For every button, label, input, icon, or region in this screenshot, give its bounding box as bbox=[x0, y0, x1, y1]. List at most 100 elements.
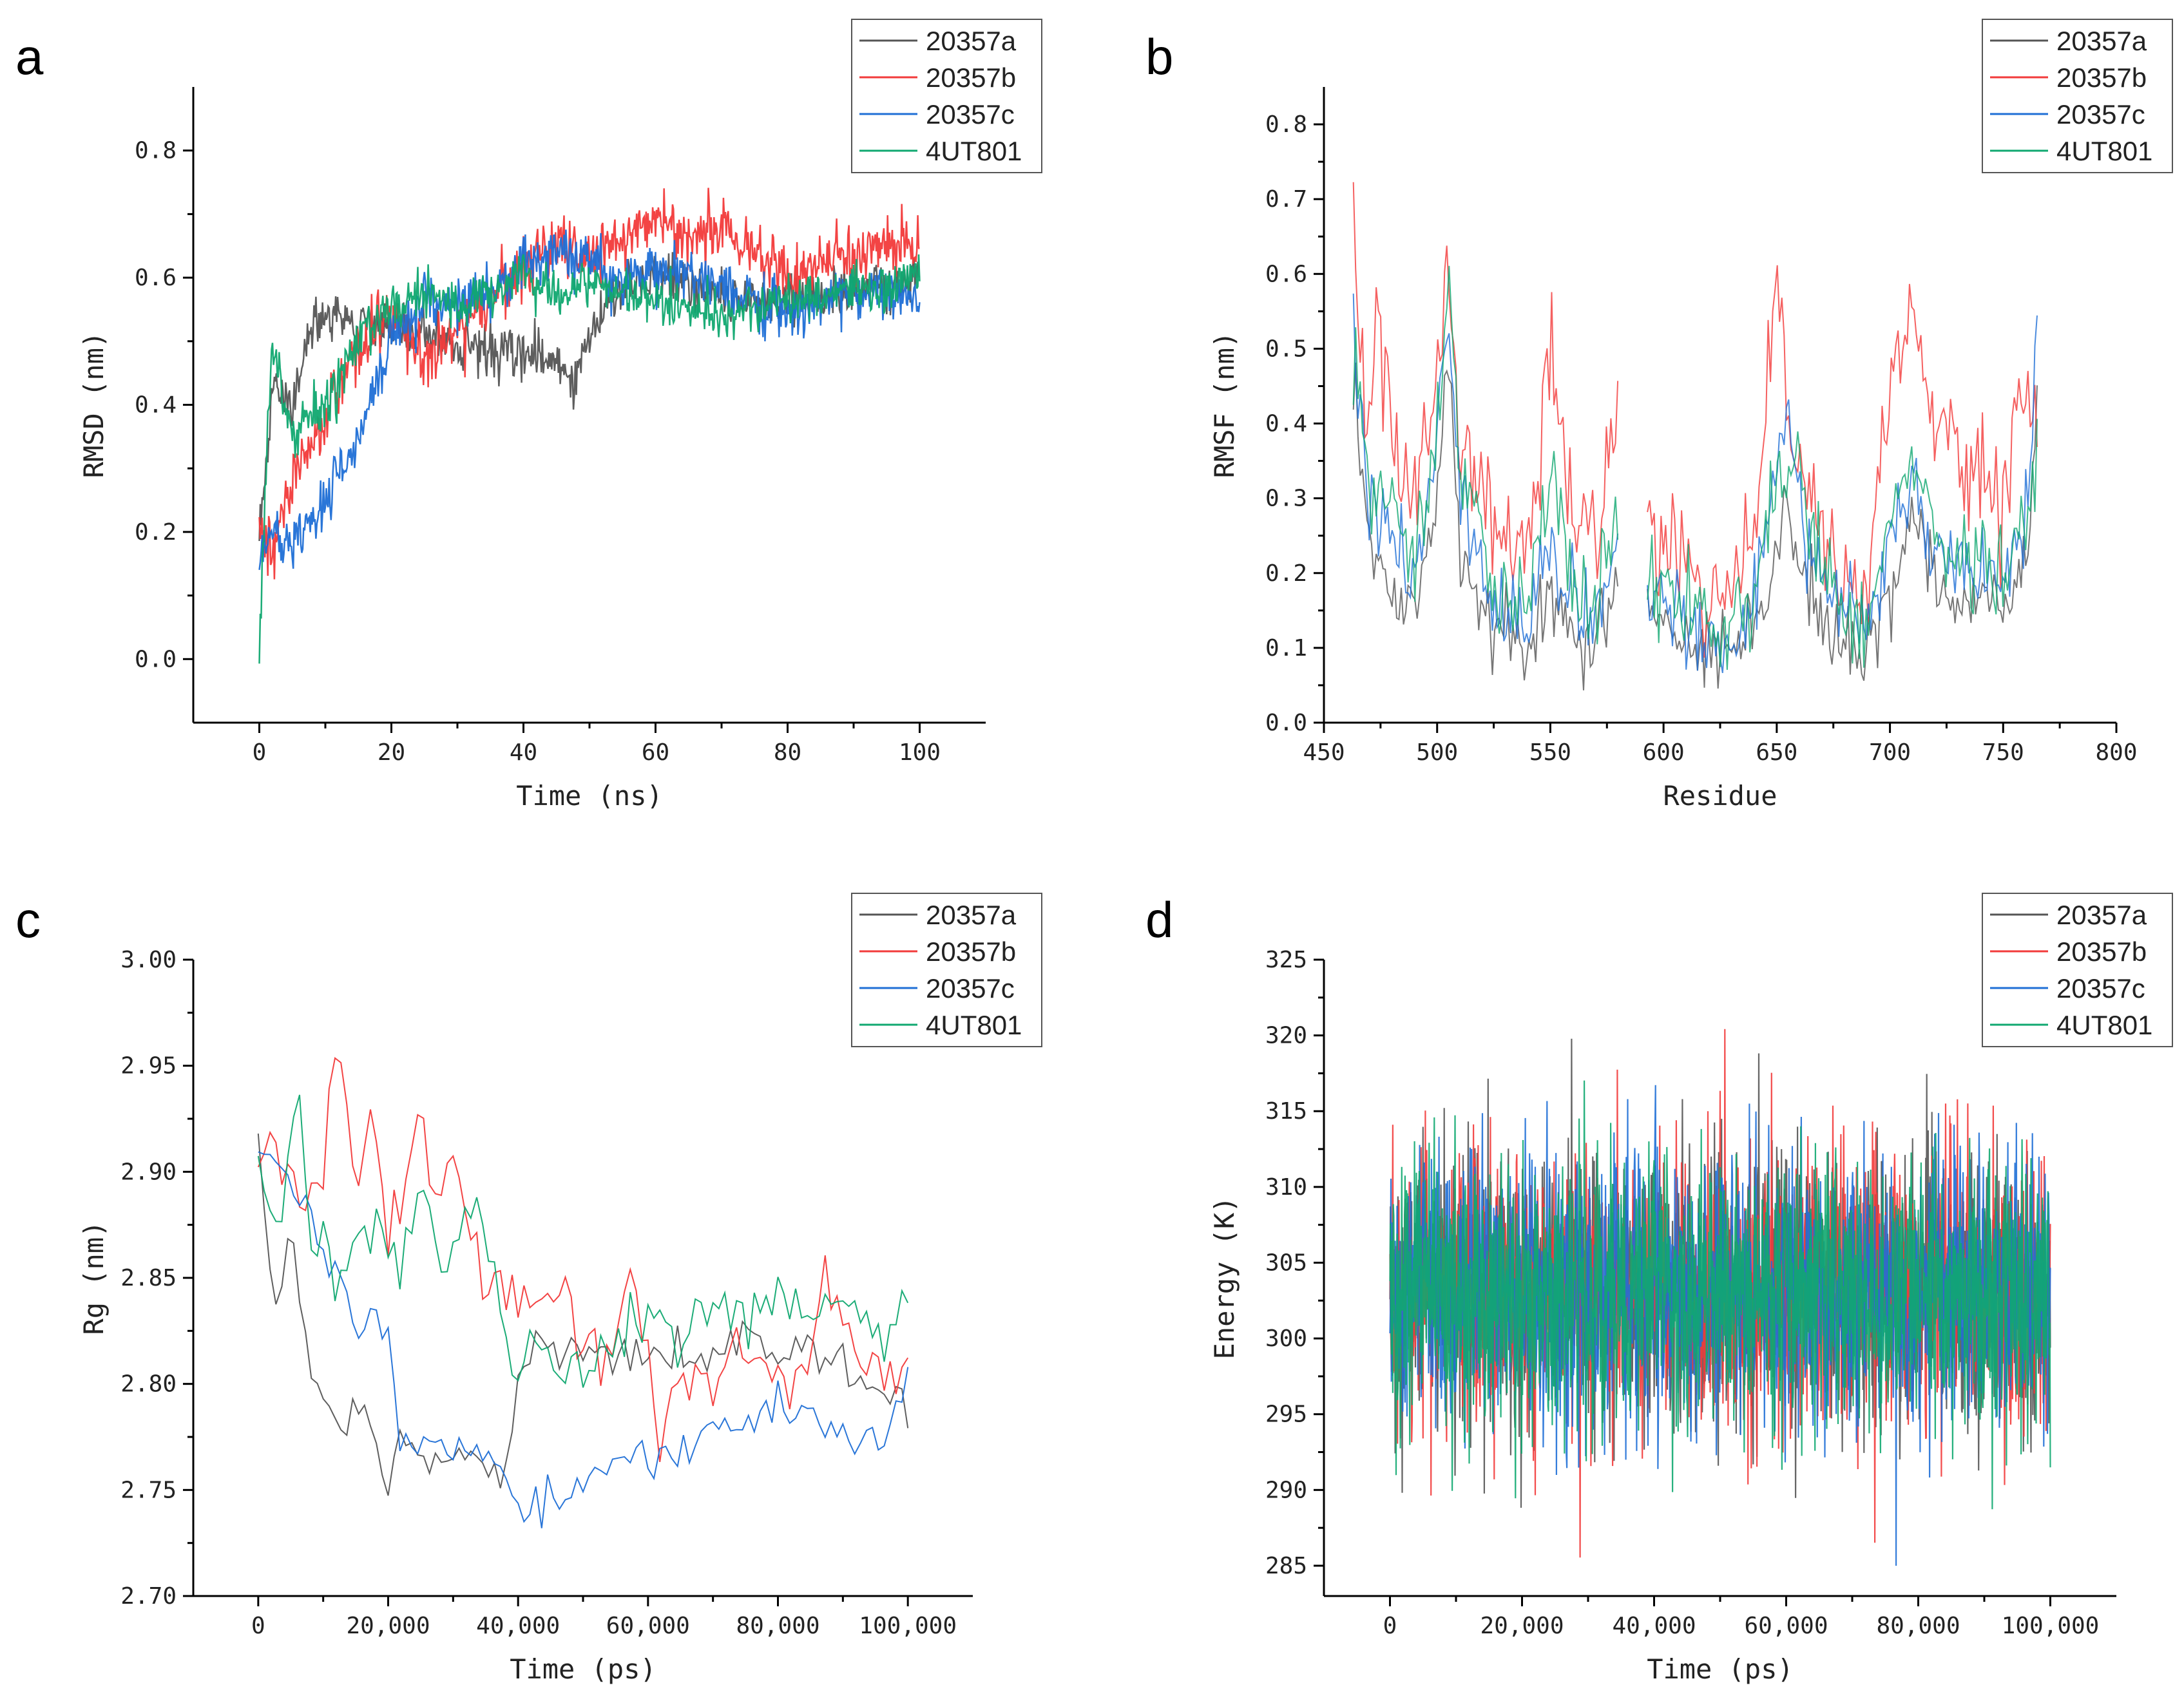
panel-letter-d: d bbox=[1145, 891, 1173, 948]
y-tick-label: 2.95 bbox=[120, 1053, 177, 1079]
y-tick-label: 0.2 bbox=[1265, 560, 1307, 587]
y-tick-label: 295 bbox=[1265, 1402, 1307, 1428]
x-tick-label: 600 bbox=[1643, 739, 1685, 766]
legend-label-20357c: 20357c bbox=[2056, 973, 2145, 1003]
legend-b: 20357a 20357b 20357c 4UT801 bbox=[1982, 19, 2173, 173]
x-tick-label: 80,000 bbox=[1876, 1613, 1960, 1639]
y-axis-title: Rg (nm) bbox=[78, 1221, 110, 1335]
x-tick-label: 750 bbox=[1982, 739, 2024, 766]
series-line-4UT801 bbox=[257, 1094, 909, 1388]
y-tick-label: 0.6 bbox=[1265, 261, 1307, 287]
x-tick-label: 60,000 bbox=[606, 1613, 690, 1639]
y-tick-label: 290 bbox=[1265, 1477, 1307, 1503]
y-tick-label: 300 bbox=[1265, 1326, 1307, 1352]
x-tick-label: 0 bbox=[251, 1613, 265, 1639]
y-tick-label: 305 bbox=[1265, 1250, 1307, 1276]
legend-label-20357b: 20357b bbox=[926, 62, 1016, 93]
x-tick-label: 20,000 bbox=[346, 1613, 430, 1639]
legend-label-4UT801: 4UT801 bbox=[2056, 136, 2152, 166]
x-tick-label: 650 bbox=[1756, 739, 1797, 766]
y-axis-title: RMSF (nm) bbox=[1209, 332, 1240, 479]
x-tick-label: 700 bbox=[1869, 739, 1911, 766]
legend-label-20357b: 20357b bbox=[926, 936, 1016, 967]
legend-label-20357c: 20357c bbox=[926, 973, 1015, 1003]
x-tick-label: 0 bbox=[1383, 1613, 1397, 1639]
y-tick-label: 0.8 bbox=[135, 138, 177, 164]
y-tick-label: 285 bbox=[1265, 1553, 1307, 1579]
y-tick-label: 325 bbox=[1265, 947, 1307, 973]
y-tick-label: 310 bbox=[1265, 1174, 1307, 1201]
x-tick-label: 550 bbox=[1529, 739, 1571, 766]
x-axis-title: Residue bbox=[1663, 780, 1777, 812]
legend-label-20357b: 20357b bbox=[2056, 936, 2147, 967]
y-tick-label: 2.90 bbox=[120, 1159, 177, 1185]
panel-letter-b: b bbox=[1145, 28, 1173, 85]
y-tick-label: 315 bbox=[1265, 1098, 1307, 1125]
series-line-20357c-part2 bbox=[1647, 315, 2038, 674]
x-tick-label: 20 bbox=[378, 739, 405, 766]
x-tick-label: 500 bbox=[1416, 739, 1458, 766]
series-line-4UT801-part2 bbox=[1647, 419, 2038, 670]
legend-d: 20357a 20357b 20357c 4UT801 bbox=[1982, 893, 2173, 1047]
panel-b: b 450 500 550 600 650 700 750 800 0.0 0.1 0.2 0.3 0.4… bbox=[1145, 19, 2173, 812]
legend-label-20357a: 20357a bbox=[926, 900, 1017, 930]
series-line-20357a-part1 bbox=[1352, 363, 1619, 690]
series-line-20357b bbox=[257, 1057, 909, 1463]
legend-label-20357c: 20357c bbox=[926, 99, 1015, 129]
legend-box bbox=[851, 893, 1042, 1047]
series-line-20357a bbox=[258, 252, 921, 542]
series-line-20357a-part2 bbox=[1647, 385, 2038, 689]
y-axis-title: Energy (K) bbox=[1209, 1197, 1240, 1360]
series-line-20357a bbox=[257, 1133, 909, 1496]
panel-c: c 0 20,000 40,000 60,000 80,000 100,000 2.70 2.7… bbox=[15, 891, 1042, 1685]
legend-c: 20357a 20357b 20357c 4UT801 bbox=[851, 893, 1042, 1047]
y-tick-label: 0.0 bbox=[1265, 710, 1307, 736]
legend-a: 20357a 20357b 20357c 4UT801 bbox=[851, 19, 1042, 173]
legend-label-20357c: 20357c bbox=[2056, 99, 2145, 129]
panel-d: d 0 20,000 40,000 60,000 80,000 100,000 285 290 2… bbox=[1145, 891, 2173, 1685]
x-tick-label: 450 bbox=[1303, 739, 1345, 766]
series-group-d bbox=[1389, 1029, 2051, 1566]
y-tick-label: 0.3 bbox=[1265, 486, 1307, 512]
y-tick-label: 0.8 bbox=[1265, 111, 1307, 138]
x-tick-label: 40 bbox=[510, 739, 537, 766]
legend-box bbox=[851, 19, 1042, 173]
x-tick-label: 60,000 bbox=[1744, 1613, 1828, 1639]
x-tick-label: 100 bbox=[899, 739, 941, 766]
y-tick-label: 0.2 bbox=[135, 519, 177, 546]
y-tick-label: 0.4 bbox=[1265, 411, 1307, 437]
panel-letter-a: a bbox=[15, 28, 44, 85]
series-group-c bbox=[257, 1057, 909, 1528]
x-axis-title: Time (ns) bbox=[516, 780, 663, 812]
y-tick-label: 3.00 bbox=[120, 947, 177, 973]
y-tick-label: 2.75 bbox=[120, 1477, 177, 1503]
x-tick-label: 80 bbox=[774, 739, 801, 766]
y-tick-label: 0.6 bbox=[135, 265, 177, 291]
series-line-20357c bbox=[258, 1151, 909, 1528]
x-axis-title: Time (ps) bbox=[510, 1653, 656, 1685]
legend-label-20357a: 20357a bbox=[2056, 900, 2147, 930]
legend-label-4UT801: 4UT801 bbox=[926, 136, 1022, 166]
x-tick-label: 40,000 bbox=[1612, 1613, 1696, 1639]
legend-label-4UT801: 4UT801 bbox=[926, 1010, 1022, 1040]
y-tick-label: 0.1 bbox=[1265, 635, 1307, 661]
x-tick-label: 20,000 bbox=[1480, 1613, 1564, 1639]
panel-letter-c: c bbox=[15, 891, 41, 948]
legend-box bbox=[1982, 19, 2173, 173]
x-tick-label: 100,000 bbox=[2002, 1613, 2100, 1639]
legend-label-4UT801: 4UT801 bbox=[2056, 1010, 2152, 1040]
y-tick-label: 0.0 bbox=[135, 646, 177, 672]
x-tick-label: 60 bbox=[642, 739, 669, 766]
series-line-20357b-part1 bbox=[1352, 182, 1619, 581]
series-group-b bbox=[1352, 182, 2038, 690]
series-line-20357b bbox=[258, 187, 920, 580]
x-tick-label: 100,000 bbox=[859, 1613, 957, 1639]
series-group-a bbox=[258, 187, 921, 664]
y-tick-label: 0.7 bbox=[1265, 186, 1307, 213]
y-tick-label: 320 bbox=[1265, 1023, 1307, 1049]
y-tick-label: 2.80 bbox=[120, 1371, 177, 1398]
y-axis-title: RMSD (nm) bbox=[78, 332, 110, 479]
y-tick-label: 2.70 bbox=[120, 1583, 177, 1610]
x-axis-title: Time (ps) bbox=[1647, 1653, 1794, 1685]
